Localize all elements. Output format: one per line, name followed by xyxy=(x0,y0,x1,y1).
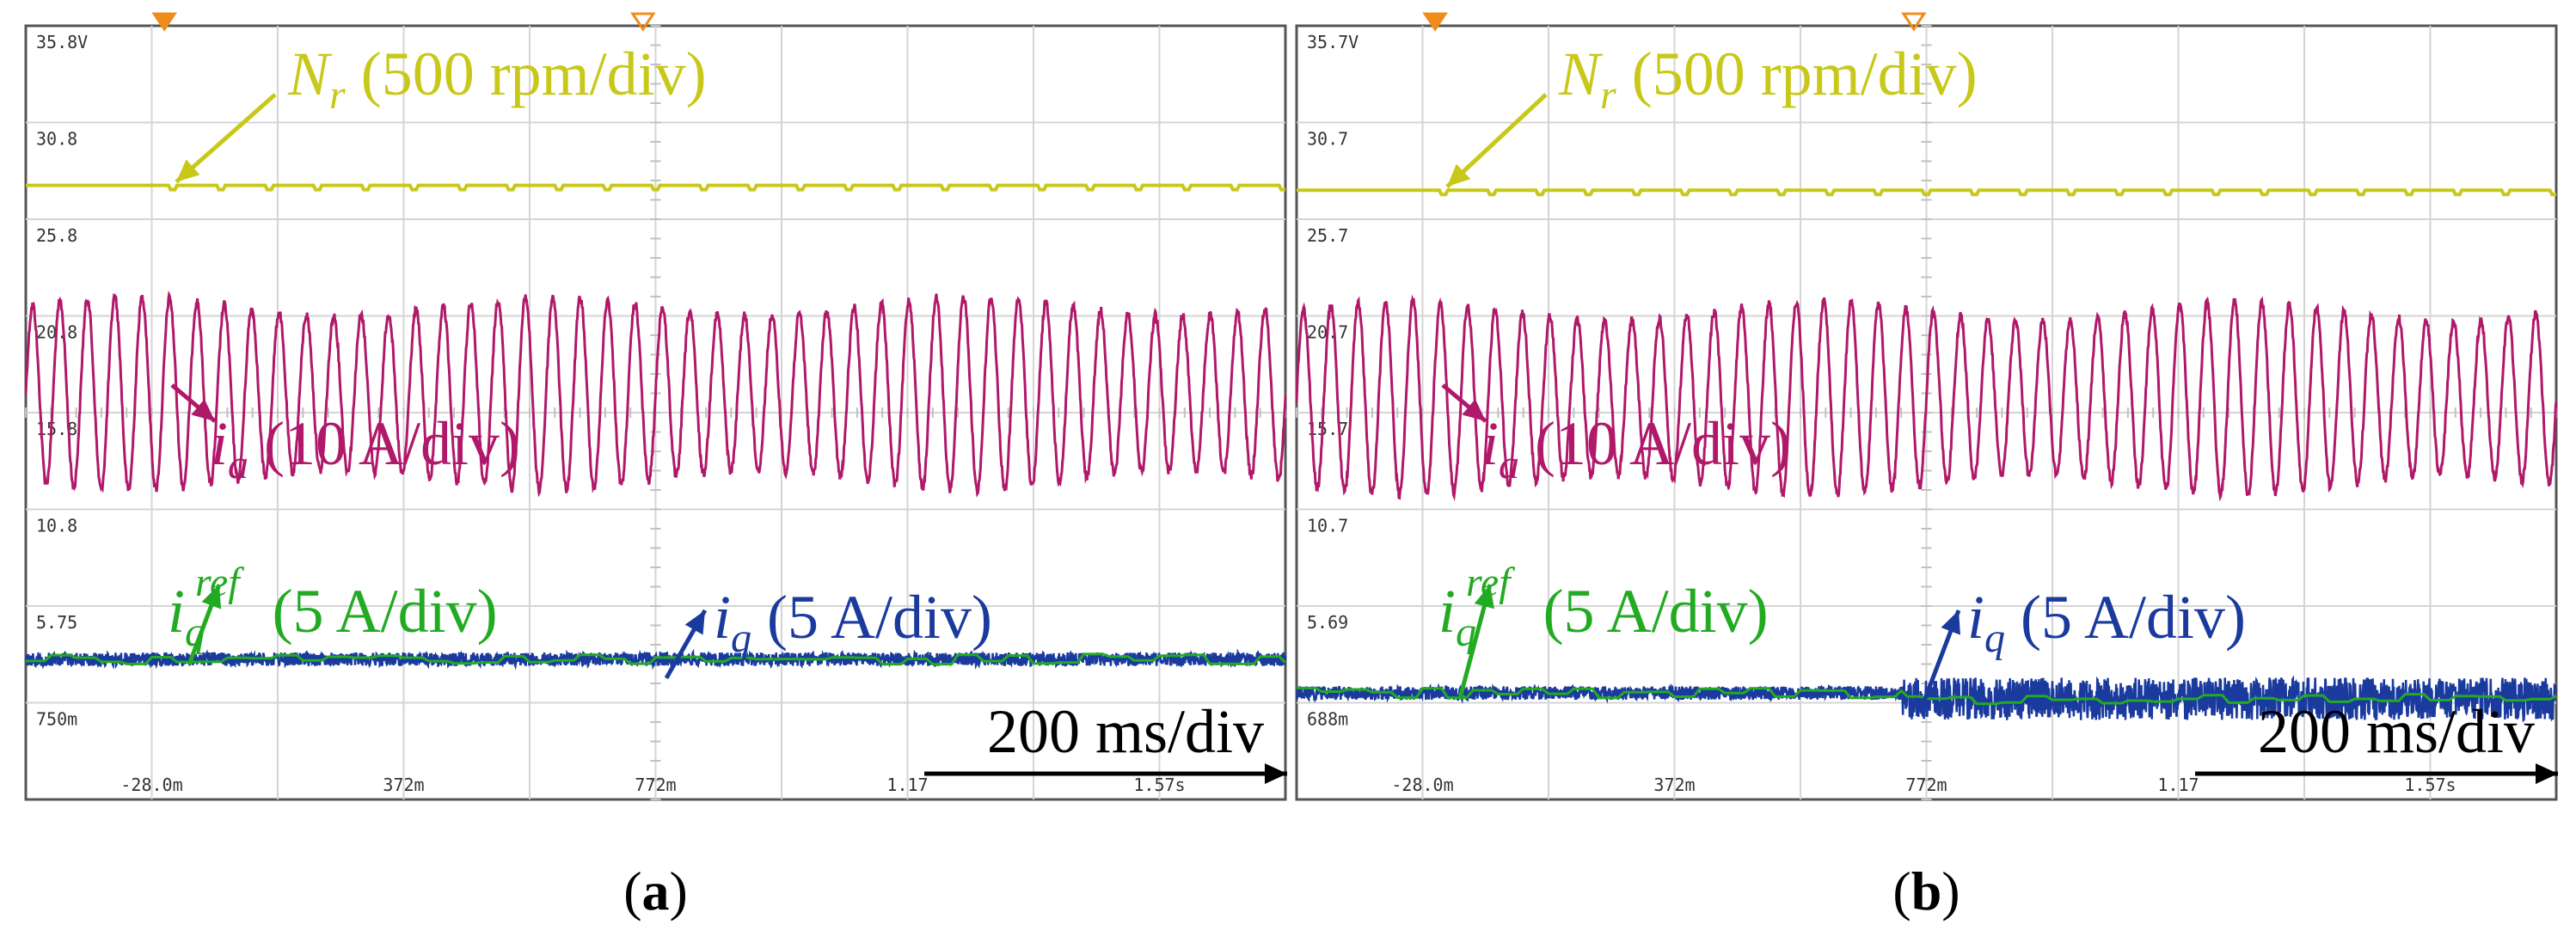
y-tick-label: 25.8 xyxy=(36,225,77,246)
trigger-marker xyxy=(1422,12,1448,32)
time-scale-arrow-head xyxy=(1265,763,1287,784)
arrow-speed-nr-head xyxy=(176,159,200,182)
trigger-marker xyxy=(1901,12,1927,32)
y-tick-label: 688m xyxy=(1307,709,1348,730)
trace-current-ia xyxy=(1295,294,2558,502)
label-current-iq: iq (5 A/div) xyxy=(1967,583,2246,661)
x-tick-label: 772m xyxy=(635,775,676,795)
time-scale-label: 200 ms/div xyxy=(2258,697,2535,766)
label-speed-nr: Nr (500 rpm/div) xyxy=(287,40,707,118)
trace-speed-nr xyxy=(1297,188,2556,197)
y-tick-label: 5.75 xyxy=(36,612,77,633)
trace-current-iq xyxy=(1295,675,2557,723)
time-scale-arrow-head xyxy=(2536,763,2558,784)
trigger-marker xyxy=(151,12,177,32)
trace-speed-nr xyxy=(26,183,1285,192)
arrow-current-iq-head xyxy=(1941,610,1960,635)
x-tick-label: 1.57s xyxy=(1133,775,1185,795)
x-tick-label: 372m xyxy=(1653,775,1695,795)
trace-current-ia xyxy=(24,290,1287,498)
arrow-speed-nr xyxy=(1445,93,1548,189)
arrow-current-ia-head xyxy=(191,399,215,421)
arrow-current-iq-ref-head xyxy=(201,585,222,609)
y-tick-label: 750m xyxy=(36,709,77,730)
y-tick-label: 30.7 xyxy=(1307,129,1348,150)
label-current-iq: iq (5 A/div) xyxy=(714,583,992,661)
trigger-marker xyxy=(630,12,656,32)
label-current-ia: ia (10 A/div) xyxy=(1481,409,1791,487)
x-tick-label: 1.57s xyxy=(2404,775,2456,795)
y-tick-label: 15.8 xyxy=(36,419,77,439)
y-tick-label: 15.7 xyxy=(1307,419,1348,439)
panel-caption: (a) xyxy=(623,860,688,922)
x-tick-label: 772m xyxy=(1905,775,1947,795)
time-scale-label: 200 ms/div xyxy=(987,697,1264,766)
x-tick-label: -28.0m xyxy=(1391,775,1453,795)
y-tick-label: 30.8 xyxy=(36,129,77,150)
y-tick-label: 5.69 xyxy=(1307,612,1348,633)
arrow-current-iq-ref-head xyxy=(1474,585,1494,609)
label-current-iq-ref: iqref (5 A/div) xyxy=(168,560,498,655)
trace-current-iq-ref xyxy=(26,652,1287,666)
arrow-speed-nr-head xyxy=(1447,163,1471,187)
y-tick-label: 10.7 xyxy=(1307,516,1348,536)
y-tick-label: 35.8V xyxy=(36,32,88,52)
y-tick-label: 35.7V xyxy=(1307,32,1359,52)
x-tick-label: 1.17 xyxy=(886,775,928,795)
y-tick-label: 10.8 xyxy=(36,516,77,536)
panel-caption: (b) xyxy=(1892,860,1960,922)
x-tick-label: 1.17 xyxy=(2157,775,2199,795)
x-tick-label: 372m xyxy=(383,775,424,795)
y-tick-label: 25.7 xyxy=(1307,225,1348,246)
x-tick-label: -28.0m xyxy=(120,775,182,795)
arrow-current-ia-head xyxy=(1462,399,1486,421)
arrow-current-iq-head xyxy=(684,610,705,635)
label-current-ia: ia (10 A/div) xyxy=(211,409,520,487)
label-speed-nr: Nr (500 rpm/div) xyxy=(1558,40,1978,118)
